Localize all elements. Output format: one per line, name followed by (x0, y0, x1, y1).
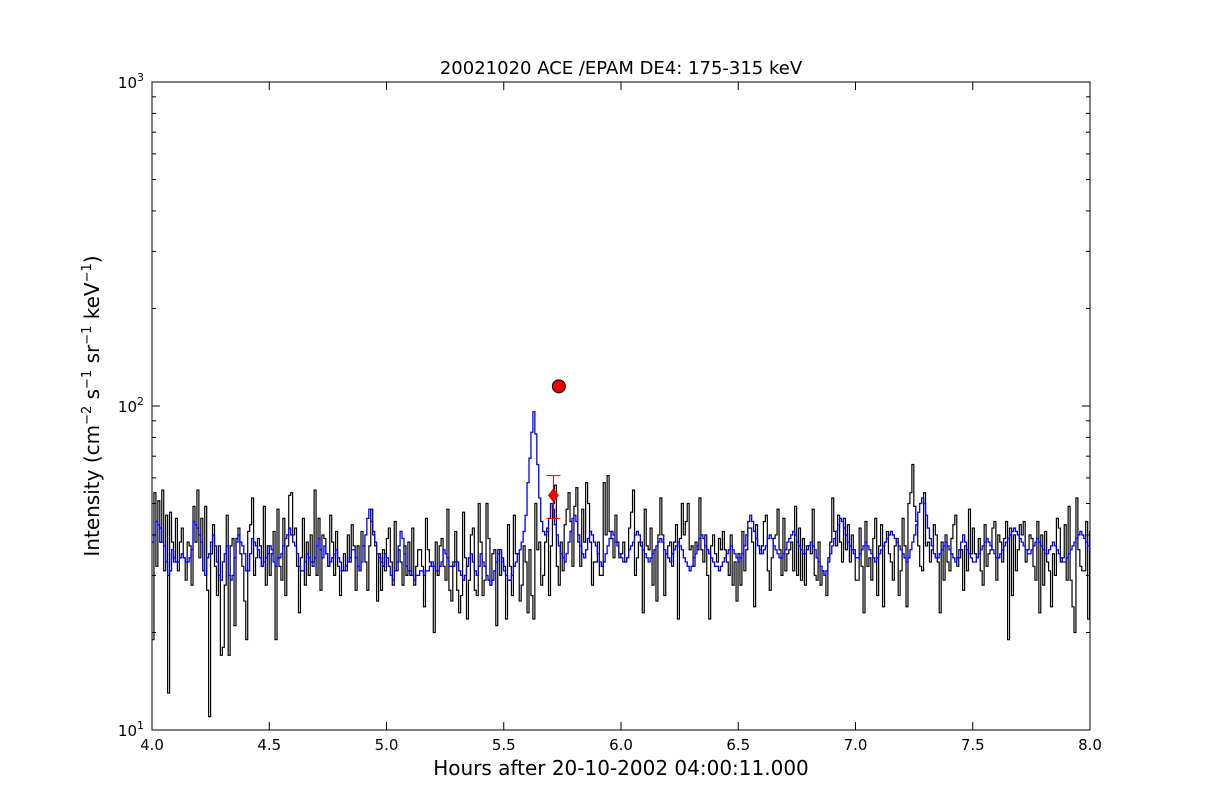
y-axis-label-suffix: ) (80, 255, 104, 263)
x-tick-label: 8.0 (1078, 736, 1102, 754)
x-tick-label: 5.0 (375, 736, 399, 754)
y-axis-label-s: s (80, 389, 104, 406)
marker-1-diamond (547, 488, 559, 503)
y-axis-label-exp4: −1 (80, 263, 95, 282)
x-tick-label: 4.0 (140, 736, 164, 754)
y-axis-label: Intensity (cm−2 s−1 sr−1 keV−1) (80, 255, 104, 556)
y-axis-label-prefix: Intensity (cm (80, 425, 104, 557)
y-tick-label: 102 (118, 395, 144, 416)
x-tick-label: 5.5 (492, 736, 516, 754)
y-axis-label-exp1: −2 (80, 406, 95, 425)
y-axis-label-kev: keV (80, 282, 104, 326)
y-axis-label-exp3: −1 (80, 326, 95, 345)
y-tick-label: 101 (118, 719, 144, 740)
y-axis: 101 102 103 (118, 71, 1090, 740)
marker-0-circle (551, 379, 566, 394)
series-line-2 (152, 411, 1090, 586)
y-axis-label-sr: sr (80, 344, 104, 370)
x-tick-label: 7.0 (844, 736, 868, 754)
x-tick-label: 6.5 (726, 736, 750, 754)
y-axis-label-exp2: −1 (80, 370, 95, 389)
x-axis-label: Hours after 20-10-2002 04:00:11.000 (433, 756, 809, 780)
x-tick-label: 4.5 (257, 736, 281, 754)
series-line-1 (152, 463, 1090, 718)
x-tick-label: 7.5 (961, 736, 985, 754)
marker-layer (546, 379, 566, 519)
y-tick-label: 103 (118, 71, 144, 92)
x-axis: 4.0 4.5 5.0 5.5 6.0 6.5 7.0 7.5 8.0 (140, 82, 1102, 754)
x-tick-label: 6.0 (609, 736, 633, 754)
chart-title: 20021020 ACE /EPAM DE4: 175-315 keV (440, 58, 803, 79)
series-layer (152, 411, 1090, 718)
